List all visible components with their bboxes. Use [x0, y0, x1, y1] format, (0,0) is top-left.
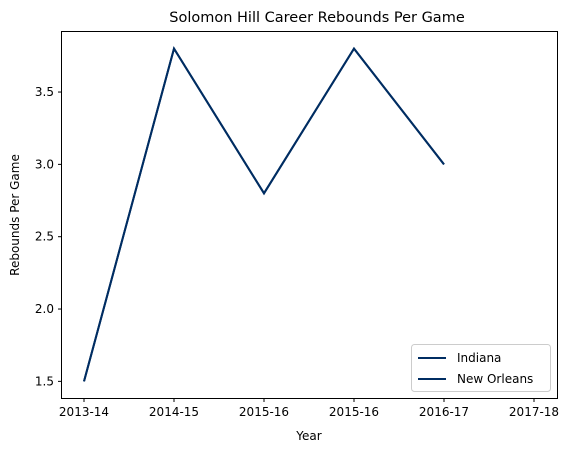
x-tick-label: 2016-17: [419, 405, 469, 419]
y-axis-label: Rebounds Per Game: [8, 154, 22, 276]
series-line-indiana: [83, 46, 445, 382]
series-layer: [83, 46, 445, 382]
x-tick-label: 2014-15: [149, 405, 199, 419]
plot-area-border: [61, 31, 558, 399]
legend-label: Indiana: [457, 351, 501, 365]
x-axis: 2013-14 2014-15 2015-16 2015-16 2016-17 2017-…: [59, 398, 559, 419]
x-tick-label: 2017-18: [509, 405, 559, 419]
x-tick-label: 2013-14: [59, 405, 109, 419]
y-tick-label: 3.0: [35, 157, 54, 171]
chart-title: Solomon Hill Career Rebounds Per Game: [169, 10, 465, 26]
y-tick-label: 2.5: [35, 230, 54, 244]
y-tick-label: 1.5: [35, 374, 54, 388]
y-tick-label: 2.0: [35, 302, 54, 316]
legend-box: [411, 344, 551, 392]
x-tick-label: 2015-16: [239, 405, 289, 419]
legend-label: New Orleans: [457, 372, 533, 386]
series-line-new-orleans: [83, 46, 445, 382]
plot-frame: [61, 31, 558, 399]
y-tick-label: 3.5: [35, 85, 54, 99]
x-tick-label: 2015-16: [329, 405, 379, 419]
y-axis: 1.5 2.0 2.5 3.0 3.5: [35, 85, 62, 388]
legend: Indiana New Orleans: [411, 344, 551, 392]
x-axis-label: Year: [295, 429, 321, 443]
